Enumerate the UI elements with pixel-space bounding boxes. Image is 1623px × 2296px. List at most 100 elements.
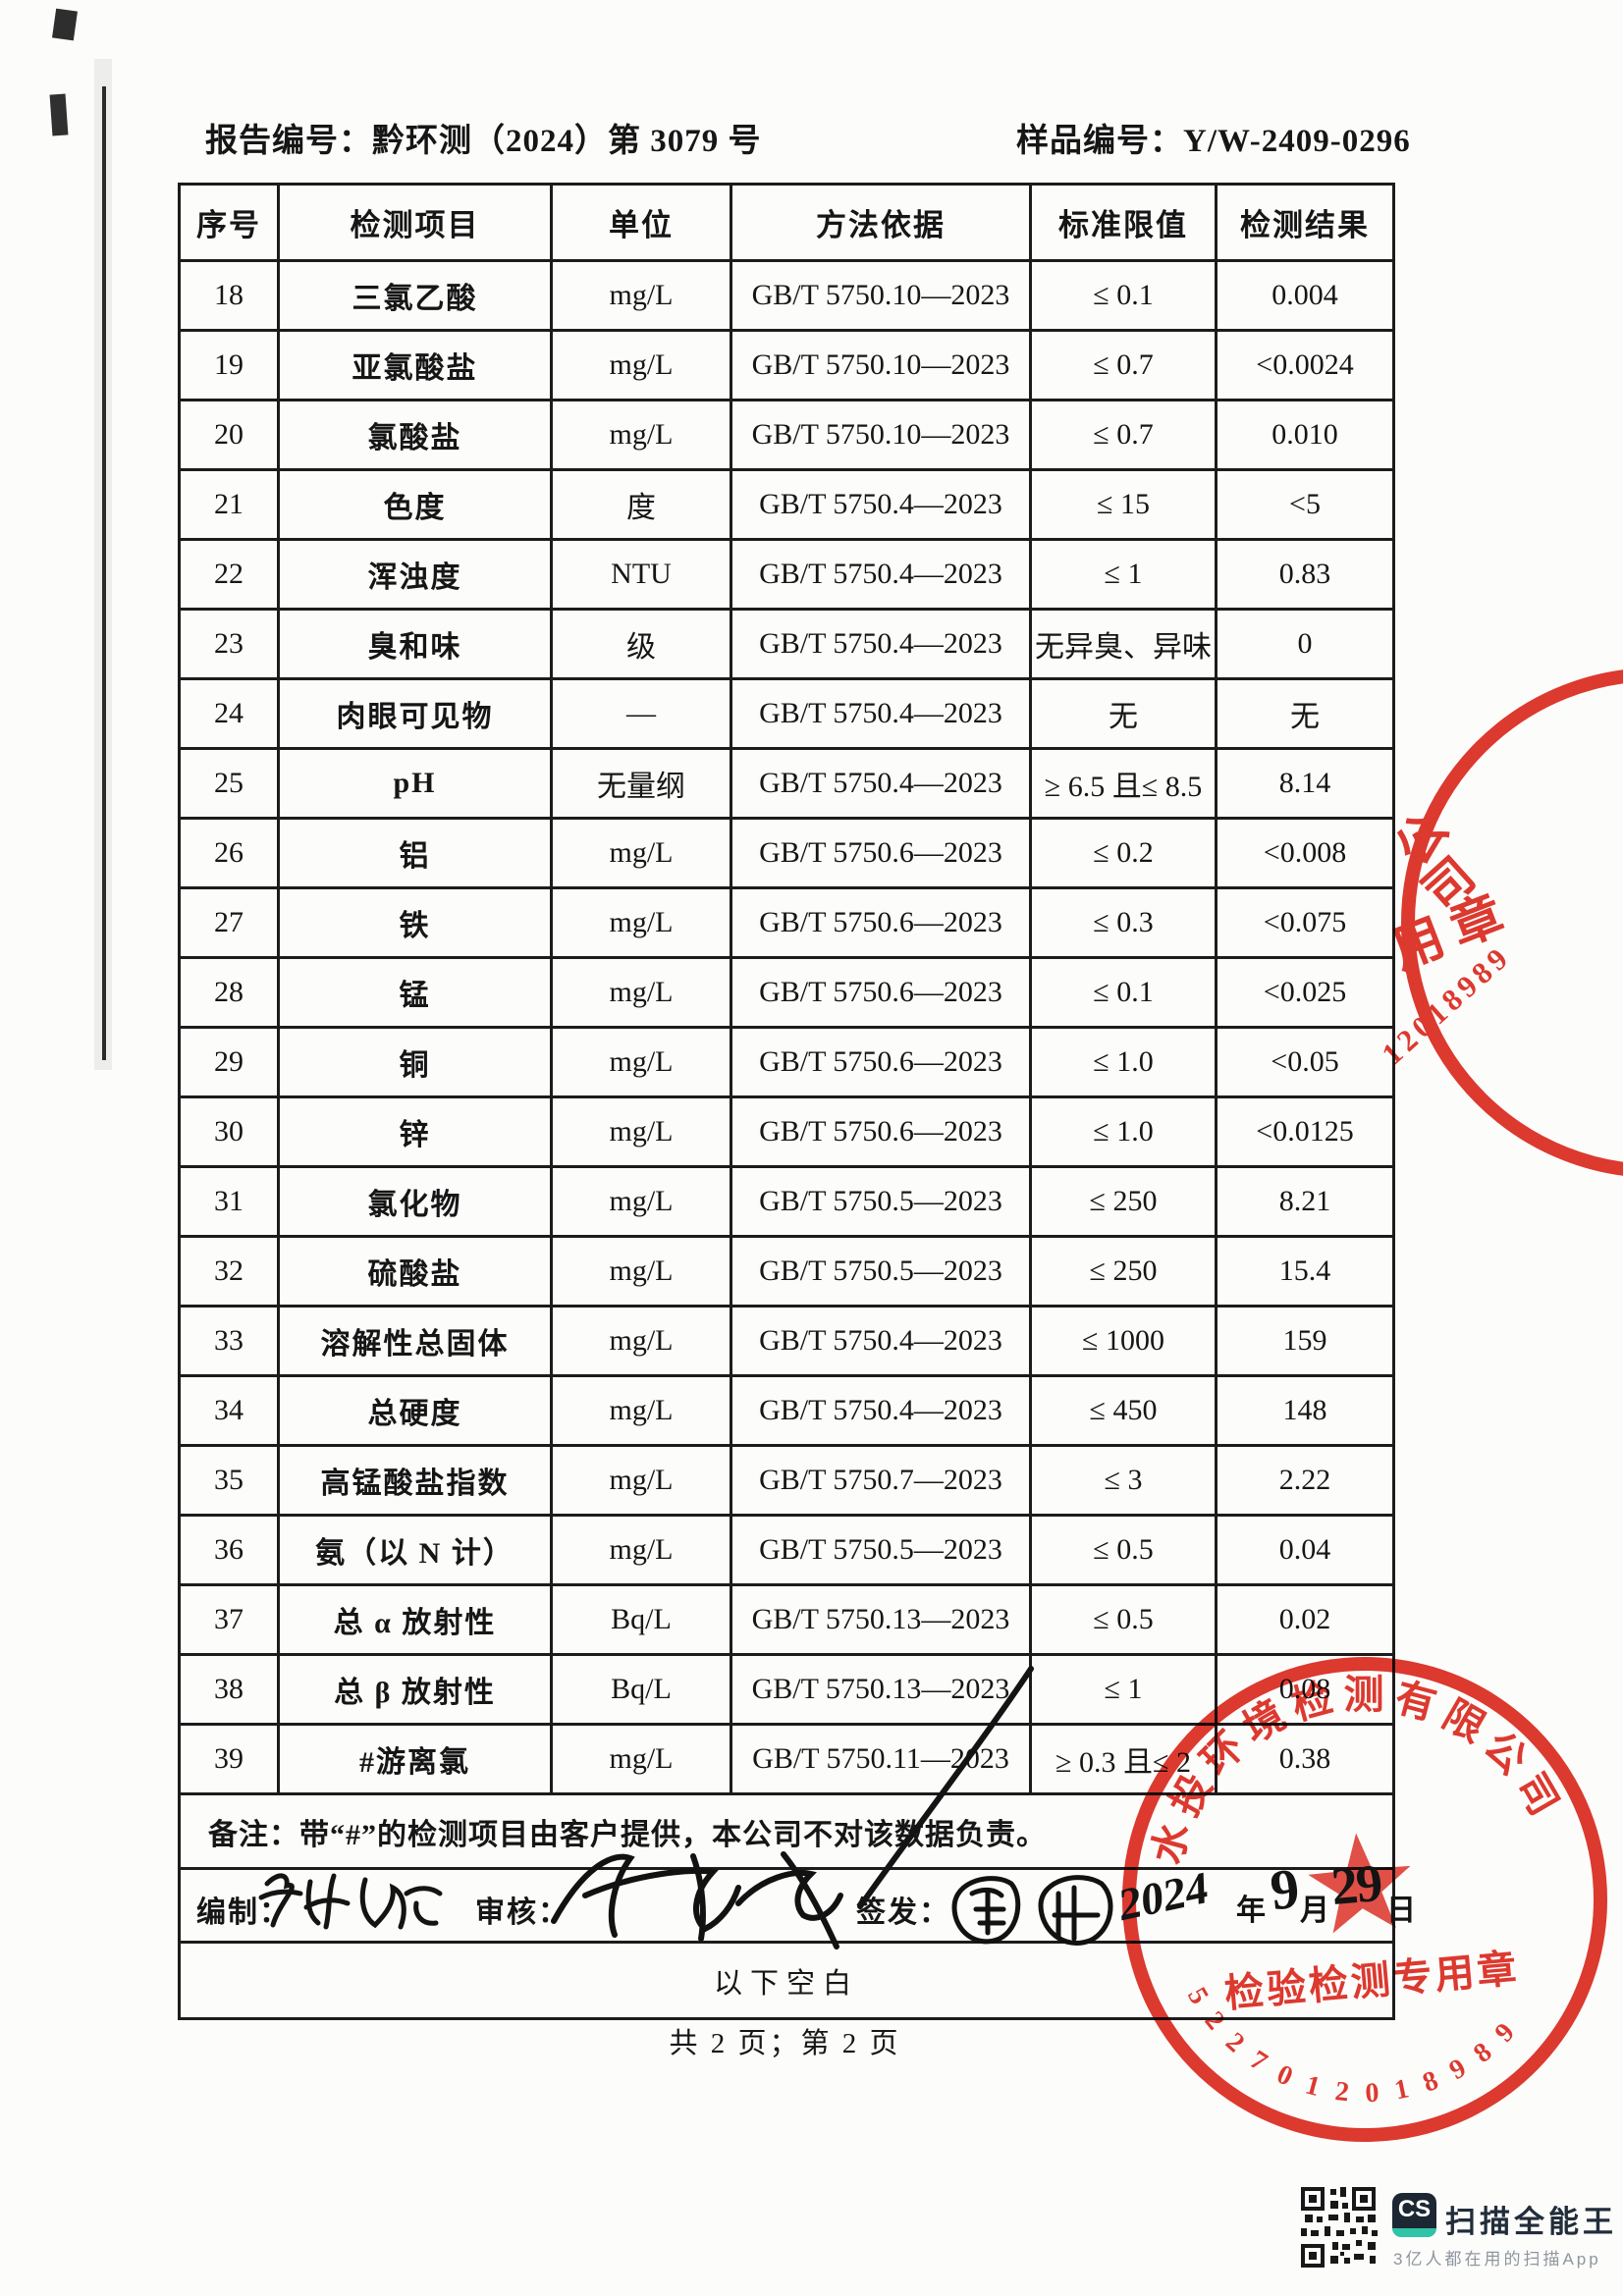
cell-unit: mg/L [550,1374,732,1447]
signature-row: 编制： 审核： [178,1851,1416,1949]
cell-result: 0.010 [1215,399,1395,471]
cell-result: 无 [1215,677,1395,750]
cell-method: GB/T 5750.6—2023 [730,956,1032,1029]
cell-limit: ≤ 450 [1029,1374,1217,1447]
cell-result: 159 [1215,1305,1395,1377]
cell-method: GB/T 5750.6—2023 [730,1026,1032,1098]
note-row: 备注：带“#”的检测项目由客户提供，本公司不对该数据负责。 [178,1792,1395,1870]
cell-no: 19 [178,329,280,401]
col-header-item: 检测项目 [277,183,553,262]
results-table: 序号 检测项目 单位 方法依据 标准限值 检测结果 18 三氯乙酸 mg/L G… [178,183,1416,2020]
table-row: 34 总硬度 mg/L GB/T 5750.4—2023 ≤ 450 148 [178,1374,1395,1447]
cell-item: 总 β 放射性 [277,1653,553,1726]
cell-item: 肉眼可见物 [277,677,553,750]
inspection-seal: 水投环境检测有限公司 检验检测专用章 5227012018989 [1122,1654,1607,2142]
cell-limit: ≤ 250 [1029,1235,1217,1308]
cell-method: GB/T 5750.4—2023 [730,1374,1032,1447]
blank-note: 以下空白 [178,1941,1395,2020]
cell-method: GB/T 5750.4—2023 [730,608,1032,680]
cell-result: 15.4 [1215,1235,1395,1308]
table-row: 21 色度 度 GB/T 5750.4—2023 ≤ 15 <5 [178,468,1395,541]
cell-limit: ≤ 0.7 [1029,399,1217,471]
table-row: 39 #游离氯 mg/L GB/T 5750.11—2023 ≥ 0.3 且≤ … [178,1723,1395,1795]
cell-no: 22 [178,538,280,611]
cell-item: 铁 [277,886,553,959]
cell-unit: mg/L [550,399,732,471]
camscanner-subtitle: 3亿人都在用的扫描App [1393,2250,1601,2269]
date-month-label: 月 [1300,1895,1329,1927]
page-footer: 共 2 页；第 2 页 [669,2028,901,2059]
prepared-signature-ink [258,1873,443,1930]
cell-unit: NTU [550,538,732,611]
table-row: 33 溶解性总固体 mg/L GB/T 5750.4—2023 ≤ 1000 1… [178,1305,1395,1377]
signature-strip: 编制： 审核： [181,1851,1416,1949]
table-row: 23 臭和味 级 GB/T 5750.4—2023 无异臭、异味 0 [178,608,1395,680]
cell-method: GB/T 5750.4—2023 [730,468,1032,541]
pen-stroke [857,1666,1034,1909]
cell-method: GB/T 5750.4—2023 [730,1305,1032,1377]
cell-no: 18 [178,259,280,332]
cell-unit: mg/L [550,1514,732,1586]
cell-item: 硫酸盐 [277,1235,553,1308]
company-seal-partial: 公 司 用章 12018989 [1381,669,1623,1176]
cell-result: <0.05 [1215,1026,1395,1098]
table-row: 31 氯化物 mg/L GB/T 5750.5—2023 ≤ 250 8.21 [178,1165,1395,1238]
cell-unit: mg/L [550,329,732,401]
cell-limit: ≤ 0.1 [1029,956,1217,1029]
cell-method: GB/T 5750.6—2023 [730,817,1032,889]
cell-no: 35 [178,1444,280,1517]
cell-item: 三氯乙酸 [277,259,553,332]
cell-limit: ≤ 0.1 [1029,259,1217,332]
col-header-result: 检测结果 [1215,183,1395,262]
cell-item: 臭和味 [277,608,553,680]
col-header-no: 序号 [178,183,280,262]
cell-limit: ≤ 1.0 [1029,1026,1217,1098]
cell-unit: mg/L [550,1305,732,1377]
cell-no: 36 [178,1514,280,1586]
cell-no: 32 [178,1235,280,1308]
cell-method: GB/T 5750.6—2023 [730,1095,1032,1168]
cell-item: 氯酸盐 [277,399,553,471]
sample-number: 样品编号：Y/W-2409-0296 [1016,124,1411,159]
col-header-limit: 标准限值 [1029,183,1217,262]
cell-method: GB/T 5750.4—2023 [730,677,1032,750]
cell-limit: ≤ 1 [1029,1653,1217,1726]
cell-limit: ≤ 3 [1029,1444,1217,1517]
cell-item: 锰 [277,956,553,1029]
reviewed-by-label: 审核： [475,1896,569,1929]
cell-result: <0.075 [1215,886,1395,959]
cell-limit: ≤ 0.5 [1029,1514,1217,1586]
cell-limit: 无异臭、异味 [1029,608,1217,680]
cell-result: 0.83 [1215,538,1395,611]
cell-method: GB/T 5750.5—2023 [730,1165,1032,1238]
cell-no: 33 [178,1305,280,1377]
cell-no: 20 [178,399,280,471]
cell-item: 总硬度 [277,1374,553,1447]
table-row: 30 锌 mg/L GB/T 5750.6—2023 ≤ 1.0 <0.0125 [178,1095,1395,1168]
table-row: 26 铝 mg/L GB/T 5750.6—2023 ≤ 0.2 <0.008 [178,817,1395,889]
cell-limit: ≤ 1 [1029,538,1217,611]
scan-mark-left [49,93,69,136]
cell-result: 0 [1215,608,1395,680]
camscanner-logo-text: CS [1397,2196,1432,2222]
cell-unit: Bq/L [550,1583,732,1656]
cell-limit: ≤ 0.2 [1029,817,1217,889]
table-row: 22 浑浊度 NTU GB/T 5750.4—2023 ≤ 1 0.83 [178,538,1395,611]
cell-limit: 无 [1029,677,1217,750]
cell-unit: 级 [550,608,732,680]
cell-method: GB/T 5750.10—2023 [730,329,1032,401]
cell-no: 38 [178,1653,280,1726]
date-day-label: 日 [1386,1895,1416,1927]
cell-unit: mg/L [550,1723,732,1795]
cell-result: 0.004 [1215,259,1395,332]
cell-method: GB/T 5750.13—2023 [730,1653,1032,1726]
cell-unit: mg/L [550,886,732,959]
table-header-row: 序号 检测项目 单位 方法依据 标准限值 检测结果 [178,183,1395,262]
cell-no: 34 [178,1374,280,1447]
cell-method: GB/T 5750.5—2023 [730,1514,1032,1586]
cell-unit: mg/L [550,1026,732,1098]
cell-result: 0.04 [1215,1514,1395,1586]
qr-code [1301,2187,1378,2268]
cell-item: 铝 [277,817,553,889]
seal-line-text: 检验检测专用章 [1222,1947,1521,2016]
